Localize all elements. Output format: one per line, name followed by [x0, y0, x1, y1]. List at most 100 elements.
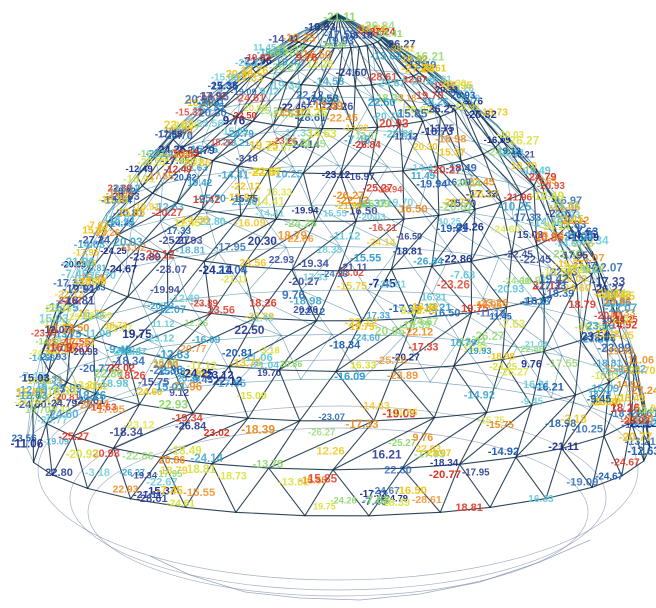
- force-label: -21.11: [548, 441, 579, 453]
- force-label: 20.93: [185, 94, 215, 107]
- truss-member: [401, 75, 414, 81]
- truss-member: [194, 85, 224, 117]
- force-label: -17.33: [300, 272, 328, 283]
- truss-member: [473, 141, 509, 183]
- force-label: 9.76: [572, 238, 593, 250]
- force-label: -22.45: [464, 176, 495, 188]
- truss-member: [469, 212, 552, 269]
- truss-member: [315, 28, 321, 47]
- force-label: -14.92: [464, 389, 495, 401]
- force-label: -16.97: [521, 296, 552, 308]
- truss-member: [98, 284, 129, 298]
- truss-member: [482, 297, 563, 357]
- truss-member: [366, 44, 389, 84]
- force-label: -16.97: [551, 195, 582, 207]
- truss-member: [335, 317, 415, 372]
- truss-member: [108, 346, 162, 358]
- force-label: -15.37: [555, 259, 584, 270]
- force-label: -23.26: [477, 298, 508, 310]
- truss-member: [218, 247, 287, 253]
- truss-member: [40, 355, 50, 372]
- force-label: -11.06: [241, 352, 272, 364]
- truss-member: [602, 287, 607, 328]
- force-label: -10.25: [105, 217, 135, 228]
- force-label: -22.86: [252, 166, 279, 177]
- truss-member: [628, 368, 632, 423]
- force-label: -15.55: [78, 273, 106, 284]
- truss-member: [431, 208, 476, 267]
- force-label: -16.09: [484, 135, 511, 146]
- force-label: -26.27: [592, 283, 624, 295]
- force-label: -24.79: [48, 398, 78, 410]
- force-label: -24.26: [453, 222, 484, 234]
- truss-member: [185, 506, 237, 513]
- force-label: -17.95: [155, 469, 183, 480]
- force-label: 16.33: [594, 397, 622, 409]
- truss-member: [331, 334, 405, 337]
- truss-member: [211, 420, 301, 465]
- force-label: -15.09: [588, 383, 619, 395]
- force-label: -18.49: [150, 358, 179, 369]
- truss-member: [423, 76, 461, 110]
- truss-member: [186, 298, 282, 336]
- truss-member: [278, 369, 337, 372]
- truss-member: [167, 317, 257, 360]
- truss-member: [272, 44, 309, 81]
- force-label: -19.34: [101, 194, 133, 206]
- truss-member: [273, 97, 303, 133]
- truss-member: [412, 75, 456, 112]
- truss-member: [363, 204, 452, 253]
- truss-member: [220, 76, 265, 111]
- force-label: -11.06: [549, 202, 580, 214]
- force-label: 21.04: [218, 263, 248, 277]
- truss-member: [603, 421, 632, 437]
- force-label: 18.79: [278, 230, 308, 243]
- force-label: -23.12: [322, 170, 351, 181]
- force-label: -18.49: [409, 302, 439, 313]
- truss-member: [51, 406, 87, 421]
- truss-member: [591, 251, 618, 318]
- truss-member: [72, 261, 80, 289]
- force-label: 18.26: [610, 401, 640, 415]
- truss-member: [501, 148, 521, 157]
- force-label: 19.75: [122, 328, 152, 341]
- truss-member: [139, 245, 168, 255]
- force-label: -21.11: [133, 490, 162, 501]
- truss-member: [71, 328, 94, 341]
- truss-member: [453, 365, 488, 414]
- force-label: 19.42: [539, 272, 569, 286]
- truss-member: [371, 84, 401, 126]
- force-label: 19.70: [257, 368, 281, 379]
- force-label: -21.11: [323, 11, 356, 24]
- truss-member: [354, 85, 379, 128]
- truss-member: [133, 346, 162, 397]
- force-label: -26.27: [384, 38, 415, 50]
- force-label: -20.82: [401, 105, 432, 117]
- force-label: -3.18: [349, 31, 373, 42]
- force-label: -24.26: [330, 496, 356, 506]
- truss-member: [551, 355, 563, 398]
- force-label: 12.26: [307, 58, 334, 70]
- force-label: -24.14: [199, 263, 233, 277]
- force-label: -14.92: [607, 320, 637, 332]
- truss-member: [353, 45, 374, 48]
- truss-member: [507, 182, 542, 193]
- force-label: -26.27: [308, 428, 335, 439]
- truss-member: [124, 312, 212, 351]
- truss-member: [538, 175, 558, 237]
- truss-member: [212, 124, 274, 162]
- truss-member: [72, 249, 86, 289]
- truss-member: [252, 79, 274, 122]
- truss-member: [400, 51, 424, 78]
- force-label: -18.49: [446, 163, 477, 175]
- truss-member: [153, 122, 182, 158]
- truss-member: [453, 306, 508, 367]
- truss-member: [339, 127, 354, 175]
- force-label: -25.27: [43, 338, 72, 349]
- truss-member: [332, 469, 370, 517]
- truss-member: [202, 104, 240, 142]
- force-label: -18.81: [591, 371, 620, 382]
- truss-member: [176, 154, 197, 204]
- force-label: 9.12: [503, 146, 521, 157]
- truss-member: [498, 257, 542, 309]
